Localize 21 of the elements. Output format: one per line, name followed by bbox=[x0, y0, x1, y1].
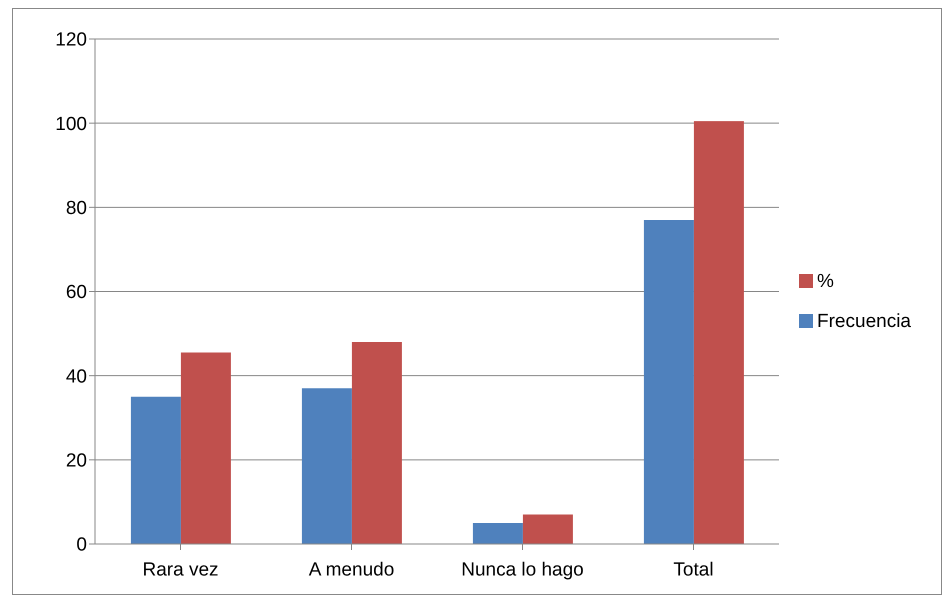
x-tick-label: Rara vez bbox=[142, 559, 219, 580]
bar bbox=[302, 388, 352, 544]
bar bbox=[694, 121, 744, 544]
y-tick-label: 60 bbox=[66, 282, 87, 304]
bar bbox=[472, 522, 523, 544]
bar bbox=[522, 514, 573, 544]
y-tick-label: 100 bbox=[55, 114, 87, 135]
y-tick-label: 20 bbox=[66, 450, 87, 472]
y-tick-label: 0 bbox=[76, 534, 87, 556]
y-tick-label: 120 bbox=[55, 30, 87, 51]
y-tick-label: 40 bbox=[66, 366, 87, 388]
bar bbox=[130, 396, 181, 544]
bar bbox=[352, 342, 402, 544]
y-tick-label: 80 bbox=[66, 198, 87, 220]
bar bbox=[180, 352, 231, 544]
legend-label: Frecuencia bbox=[817, 310, 911, 332]
bar bbox=[644, 220, 694, 544]
legend-label: % bbox=[817, 270, 834, 292]
x-tick-label: A menudo bbox=[308, 559, 394, 580]
x-tick-label: Total bbox=[673, 559, 714, 580]
x-tick-label: Nunca lo hago bbox=[461, 559, 584, 580]
